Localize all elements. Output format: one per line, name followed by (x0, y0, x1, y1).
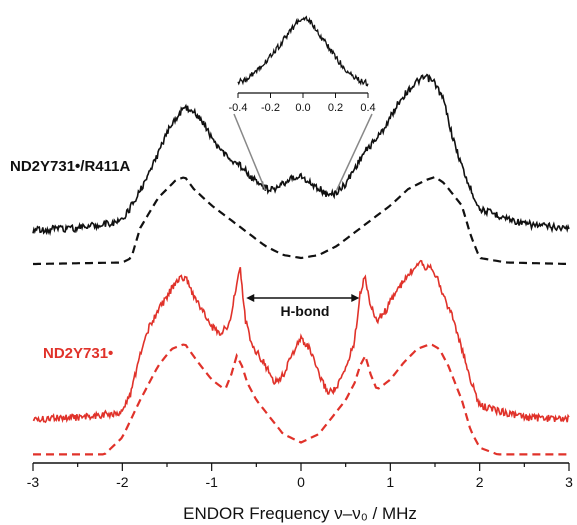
h-bond-arrowhead-left (246, 294, 255, 302)
inset-tick-label: -0.2 (261, 102, 280, 114)
label-r411a: ND2Y731•/R411A (10, 158, 130, 175)
label-wild-type: ND2Y731• (43, 345, 113, 362)
series-layer (32, 73, 570, 456)
h-bond-arrowhead-right (351, 294, 360, 302)
x-tick-label: 2 (476, 474, 484, 490)
zoom-line-left (233, 113, 266, 191)
x-axis-label: ENDOR Frequency ν–ν₀ / MHz (183, 504, 417, 523)
x-tick-label: -1 (205, 474, 218, 490)
inset-tick-label: 0.2 (328, 102, 343, 114)
inset-tick-label: -0.4 (229, 102, 248, 114)
h-bond-annotation: H-bond (246, 294, 360, 319)
x-axis: -3 -2 -1 0 1 2 3 (27, 462, 573, 490)
inset-tick-label: 0.4 (360, 102, 375, 114)
inset-tick-label: 0.0 (295, 102, 310, 114)
x-tick-label: -3 (27, 474, 40, 490)
x-tick-label: -2 (116, 474, 129, 490)
zoom-line-right (336, 113, 373, 191)
r411a-simulation-line (33, 175, 570, 266)
x-tick-label: 0 (297, 474, 305, 490)
x-tick-label: 1 (386, 474, 394, 490)
wt-simulation-line (33, 343, 569, 456)
x-tick-label: 3 (565, 474, 573, 490)
inset-trace (237, 15, 369, 87)
r411a-experimental-line (32, 73, 570, 236)
h-bond-label: H-bond (281, 303, 330, 319)
wt-experimental-line (32, 259, 570, 424)
inset-plot: -0.4 -0.2 0.0 0.2 0.4 (229, 15, 376, 191)
